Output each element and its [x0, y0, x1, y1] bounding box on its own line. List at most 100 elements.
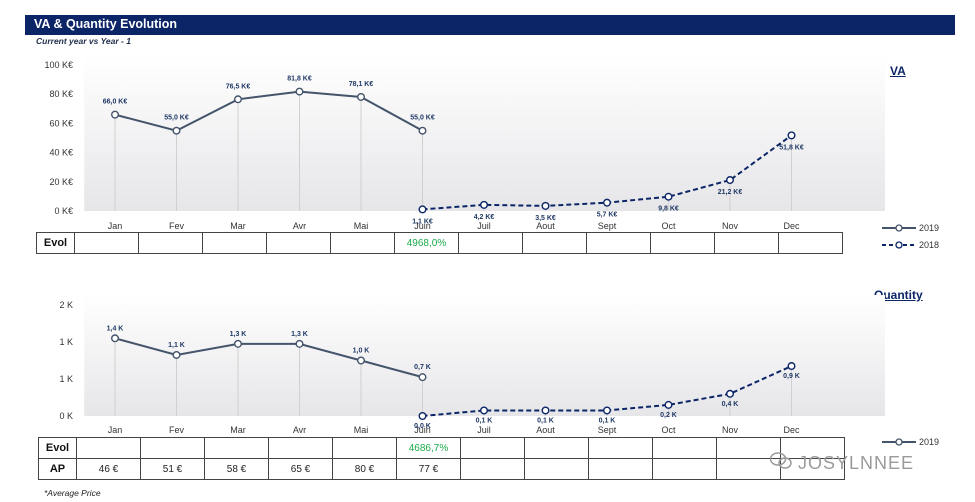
- quantity-data-label: 1,4 K: [107, 325, 124, 332]
- quantity-x-tick-mai: Mai: [354, 425, 369, 435]
- ap-cell-oct: [652, 458, 717, 480]
- va-data-label: 76,5 K€: [226, 83, 251, 90]
- quantity-line-chart: 2 K 1 K 1 K 0 K Jan Fev Mar Avr Mai Juin Juil Aout S…: [59, 295, 885, 435]
- quantity-table: Evol 4686,7% AP 46 €51 €58 €65 €80 €77 €: [38, 437, 845, 480]
- ap-cell-sept: [588, 458, 653, 480]
- va-data-label: 55,0 K€: [164, 115, 189, 122]
- watermark-text: JOSYLNNEE: [798, 453, 915, 473]
- va-series-2019: [114, 90, 423, 132]
- va-point-2019-juin: [418, 126, 427, 135]
- quantity-point-2018-nov: [726, 389, 735, 398]
- quantity-point-2019-avr: [295, 339, 304, 348]
- va-data-label: 5,7 K€: [597, 212, 618, 219]
- quantity-legend: 2019: [882, 433, 939, 450]
- quantity-point-2019-mai: [357, 356, 366, 365]
- quantity-data-label: 0,4 K: [722, 401, 739, 408]
- va-data-label: 51,8 K€: [779, 144, 804, 151]
- va-evol-cell-dec: [778, 232, 843, 254]
- va-point-2018-oct: [664, 192, 673, 201]
- qty-evol-cell-juin: 4686,7%: [396, 437, 461, 459]
- quantity-y-tick: 1 K: [59, 374, 73, 384]
- qty-evol-cell-aout: [524, 437, 589, 459]
- quantity-x-tick-sept: Sept: [598, 425, 617, 435]
- ap-cell-avr: 65 €: [268, 458, 333, 480]
- va-x-tick-jan: Jan: [108, 221, 123, 231]
- va-y-tick: 80 K€: [49, 89, 73, 99]
- qty-evol-cell-juil: [460, 437, 525, 459]
- va-y-tick: 40 K€: [49, 148, 73, 158]
- va-data-label: 9,8 K€: [658, 206, 679, 213]
- va-chart-title: VA: [890, 64, 906, 78]
- quantity-series-2019: [114, 337, 423, 379]
- quantity-x-tick-juin: Juin: [414, 425, 431, 435]
- qty-evol-cell-fev: [140, 437, 205, 459]
- va-point-2019-mai: [357, 92, 366, 101]
- quantity-x-tick-nov: Nov: [722, 425, 739, 435]
- va-data-label: 66,0 K€: [103, 99, 128, 106]
- va-data-label: 55,0 K€: [410, 115, 435, 122]
- va-data-label: 78,1 K€: [349, 81, 374, 88]
- va-point-2018-dec: [787, 131, 796, 140]
- va-x-tick-mai: Mai: [354, 221, 369, 231]
- va-x-tick-juin: Juin: [414, 221, 431, 231]
- va-y-tick: 100 K€: [44, 60, 73, 70]
- report-subtitle: Current year vs Year - 1: [36, 36, 131, 46]
- evol-row-label: Evol: [36, 232, 75, 254]
- ap-cell-fev: 51 €: [140, 458, 205, 480]
- ap-cell-juil: [460, 458, 525, 480]
- wechat-icon: [769, 452, 792, 475]
- legend-label-2018: 2018: [919, 239, 940, 250]
- quantity-y-tick: 0 K: [59, 411, 73, 421]
- va-plot-area: [84, 55, 885, 211]
- ap-cell-aout: [524, 458, 589, 480]
- va-point-2018-juil: [480, 200, 489, 209]
- qty-evol-cell-oct: [652, 437, 717, 459]
- qty-evol-cell-sept: [588, 437, 653, 459]
- legend-label-2019: 2019: [919, 436, 940, 447]
- va-data-label: 4,2 K€: [474, 214, 495, 221]
- quantity-plot-area: [84, 295, 885, 416]
- quantity-data-label: 0,0 K: [414, 423, 431, 430]
- quantity-x-tick-aout: Aout: [536, 425, 555, 435]
- quantity-point-2019-mar: [233, 339, 242, 348]
- quantity-y-tick: 1 K: [59, 337, 73, 347]
- quantity-data-label: 0,1 K: [537, 417, 554, 424]
- va-point-2018-juin: [418, 205, 427, 214]
- quantity-x-tick-mar: Mar: [230, 425, 246, 435]
- quantity-x-tick-jan: Jan: [108, 425, 123, 435]
- va-line-chart: 100 K€ 80 K€ 60 K€ 40 K€ 20 K€ 0 K€ Jan Fev Mar A…: [44, 55, 885, 231]
- ap-cell-juin: 77 €: [396, 458, 461, 480]
- va-y-tick: 20 K€: [49, 177, 73, 187]
- va-point-2019-jan: [110, 110, 119, 119]
- quantity-point-2018-aout: [541, 406, 550, 415]
- quantity-x-tick-fev: Fev: [169, 425, 185, 435]
- header-bar: VA & Quantity Evolution: [25, 15, 955, 35]
- qty-evol-cell-jan: [76, 437, 141, 459]
- ap-cell-dec: [780, 458, 845, 480]
- quantity-data-label: 1,0 K: [353, 348, 370, 355]
- quantity-x-tick-juil: Juil: [477, 425, 491, 435]
- ap-row-label: AP: [38, 458, 77, 480]
- va-point-2018-sept: [603, 198, 612, 207]
- report-title: VA & Quantity Evolution: [34, 17, 178, 31]
- watermark: JOSYLNNEE: [769, 452, 915, 475]
- quantity-data-label: 0,9 K: [783, 373, 800, 380]
- va-point-2019-mar: [233, 95, 242, 104]
- va-x-tick-sept: Sept: [598, 221, 617, 231]
- legend-item-2019: 2019: [882, 433, 939, 450]
- quantity-point-2019-fev: [172, 350, 181, 359]
- quantity-data-label: 0,1 K: [476, 417, 493, 424]
- quantity-point-2018-juin: [418, 411, 427, 420]
- quantity-data-label: 1,3 K: [291, 331, 308, 338]
- va-legend: 2019 2018: [882, 219, 939, 253]
- quantity-point-2018-sept: [603, 406, 612, 415]
- quantity-data-label: 1,3 K: [230, 331, 247, 338]
- quantity-point-2019-juin: [418, 373, 427, 382]
- legend-item-2018: 2018: [882, 236, 939, 253]
- va-x-tick-dec: Dec: [783, 221, 800, 231]
- legend-label-2019: 2019: [919, 222, 940, 233]
- average-price-row: AP 46 €51 €58 €65 €80 €77 €: [38, 458, 845, 480]
- va-data-label: 21,2 K€: [718, 189, 743, 196]
- va-x-tick-aout: Aout: [536, 221, 555, 231]
- quantity-point-2018-oct: [664, 400, 673, 409]
